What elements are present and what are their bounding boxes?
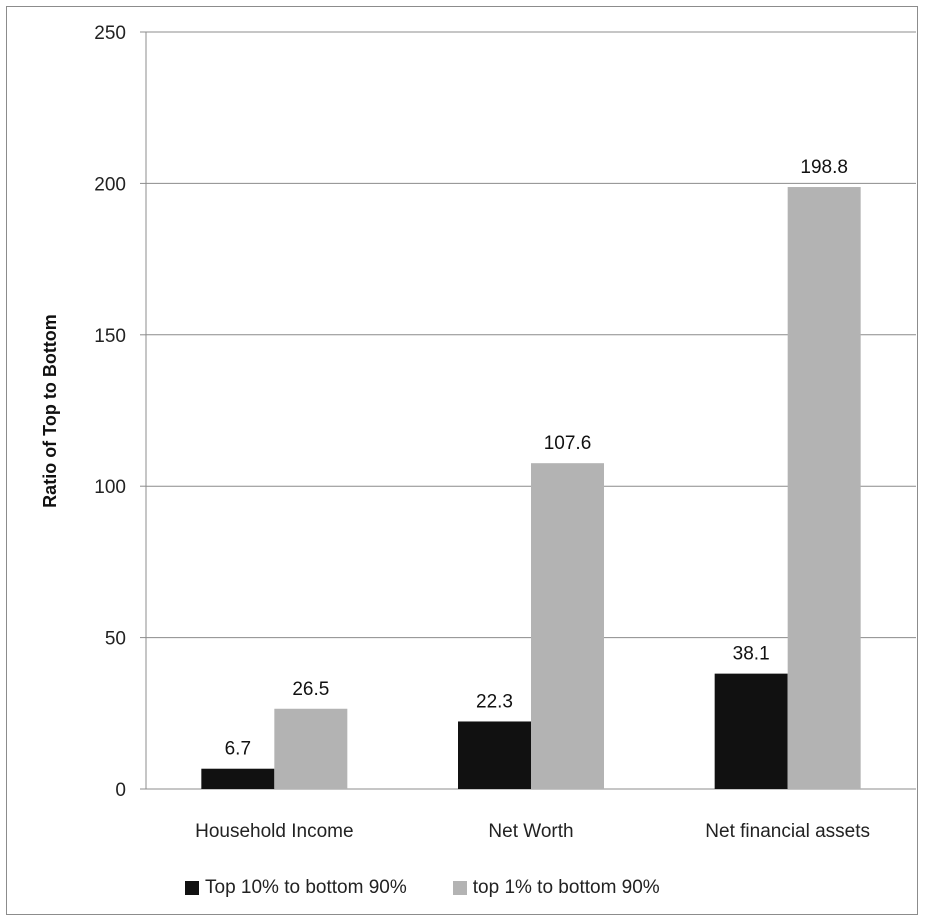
y-tick-label: 50 — [105, 629, 126, 650]
legend: Top 10% to bottom 90% top 1% to bottom 9… — [185, 877, 660, 899]
bar-series0-cat0 — [201, 768, 275, 789]
legend-item-top10: Top 10% to bottom 90% — [185, 877, 407, 899]
bar-series0-cat2 — [714, 673, 788, 789]
category-label: Net Worth — [488, 821, 573, 842]
category-label: Household Income — [195, 821, 353, 842]
data-label: 38.1 — [733, 644, 770, 665]
data-label: 6.7 — [225, 739, 251, 760]
y-axis-label: Ratio of Top to Bottom — [40, 314, 60, 508]
y-tick-label: 250 — [94, 23, 126, 44]
bar-series0-cat1 — [458, 721, 531, 789]
data-label: 26.5 — [292, 679, 329, 700]
bars — [201, 187, 861, 790]
y-tick-label: 150 — [94, 326, 126, 347]
data-label: 107.6 — [544, 433, 592, 454]
y-tick-label: 200 — [94, 174, 126, 195]
legend-label-top1: top 1% to bottom 90% — [472, 877, 660, 898]
bar-series1-cat0 — [274, 708, 348, 789]
bar-series1-cat2 — [787, 187, 861, 790]
legend-swatch-top10 — [185, 881, 199, 895]
data-label: 198.8 — [800, 157, 848, 178]
data-label: 22.3 — [476, 691, 513, 712]
legend-label-top10: Top 10% to bottom 90% — [205, 877, 407, 898]
category-label: Net financial assets — [705, 821, 870, 842]
category-labels: Household Income Net Worth Net financial a… — [195, 821, 870, 842]
bar-series1-cat1 — [531, 463, 604, 789]
legend-swatch-top1 — [452, 881, 467, 895]
y-tick-labels: 0 50 100 150 200 250 — [94, 23, 126, 801]
legend-item-top1: top 1% to bottom 90% — [452, 877, 660, 899]
data-labels: 6.7 26.5 22.3 107.6 38.1 198.8 — [225, 157, 848, 760]
y-tick-label: 0 — [115, 780, 126, 801]
y-tick-label: 100 — [94, 477, 126, 498]
